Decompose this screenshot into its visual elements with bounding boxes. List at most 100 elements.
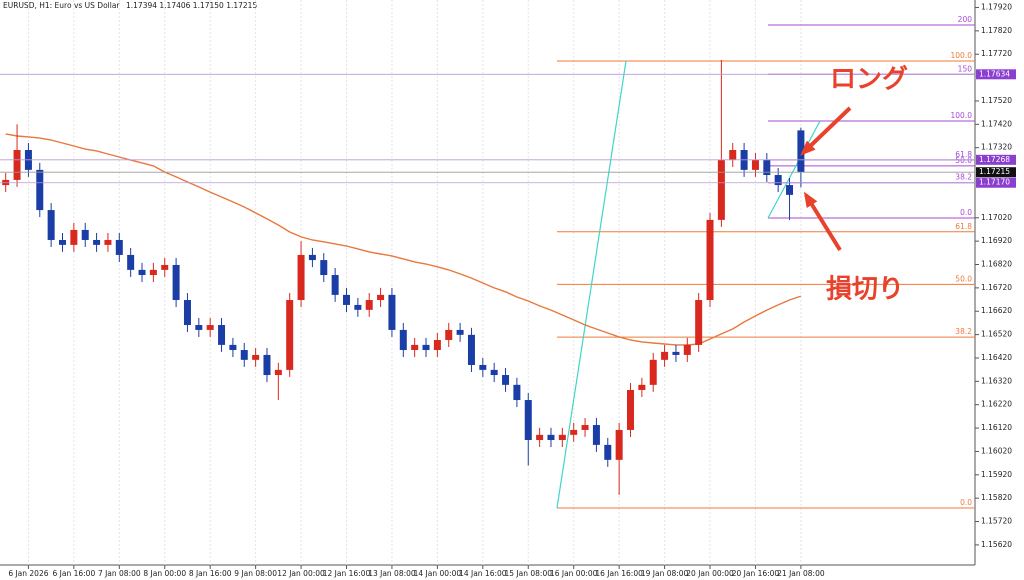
candle-body xyxy=(774,175,782,186)
x-tick-label: 7 Jan 08:00 xyxy=(98,569,141,578)
x-tick-label: 13 Jan 08:00 xyxy=(368,569,416,578)
candle-body xyxy=(331,275,339,295)
y-tick-label: 1.17720 xyxy=(981,49,1012,58)
fib-label: 38.2 xyxy=(955,173,972,182)
y-tick-label: 1.16720 xyxy=(981,283,1012,292)
price-marker-label: 1.17634 xyxy=(979,69,1010,78)
candle-body xyxy=(149,269,157,276)
candle-body xyxy=(59,239,66,245)
candle-body xyxy=(388,294,396,330)
candle-body xyxy=(365,300,373,310)
y-tick-label: 1.15620 xyxy=(981,540,1012,549)
y-tick-label: 1.16420 xyxy=(981,353,1012,362)
candle-body xyxy=(558,434,566,440)
x-tick-label: 16 Jan 00:00 xyxy=(550,569,598,578)
x-tick-label: 8 Jan 00:00 xyxy=(143,569,186,578)
header-prices: 1.17394 1.17406 1.17150 1.17215 xyxy=(126,1,257,10)
y-tick-label: 1.17520 xyxy=(981,96,1012,105)
candle-body xyxy=(524,400,532,440)
candle-body xyxy=(229,344,237,351)
fib-label: 61.8 xyxy=(955,222,972,231)
candle-body xyxy=(47,210,55,240)
y-tick-label: 1.17420 xyxy=(981,119,1012,128)
annotation-arrowhead xyxy=(803,191,818,208)
candle-body xyxy=(377,294,385,301)
x-tick-label: 12 Jan 00:00 xyxy=(277,569,325,578)
candle-body xyxy=(286,300,294,370)
candle-body xyxy=(70,229,78,245)
annotation: 損切り xyxy=(826,275,904,305)
candle-body xyxy=(445,329,453,340)
x-tick-label: 6 Jan 16:00 xyxy=(53,569,96,578)
price-marker-box xyxy=(976,69,1016,80)
y-tick-label: 1.16520 xyxy=(981,330,1012,339)
x-tick-label: 6 Jan 2026 xyxy=(8,569,48,578)
x-tick-label: 16 Jan 16:00 xyxy=(595,569,643,578)
candle-body xyxy=(615,429,623,460)
candle-body xyxy=(161,264,169,270)
candle-body xyxy=(138,269,146,276)
fib-label: 200 xyxy=(958,15,973,24)
candle-body xyxy=(411,344,419,351)
candle-body xyxy=(547,434,555,440)
y-tick-label: 1.16220 xyxy=(981,400,1012,409)
candle-body xyxy=(695,300,703,345)
candle-body xyxy=(751,160,759,170)
candle-body xyxy=(536,434,544,440)
x-tick-label: 12 Jan 16:00 xyxy=(323,569,371,578)
candle-body xyxy=(672,351,680,355)
candle-body xyxy=(513,384,521,401)
candle-body xyxy=(218,325,226,345)
y-tick-label: 1.16320 xyxy=(981,376,1012,385)
fib-trend xyxy=(556,60,627,509)
x-tick-label: 20 Jan 00:00 xyxy=(686,569,734,578)
candle-body xyxy=(183,300,191,326)
fib-trend xyxy=(767,120,821,219)
y-tick-label: 1.16620 xyxy=(981,306,1012,315)
fib-label: 50.0 xyxy=(955,156,972,165)
candle-body xyxy=(297,254,305,301)
annotation: ロング xyxy=(830,65,908,95)
candle-body xyxy=(763,160,771,176)
candle-body xyxy=(638,384,646,390)
x-tick-label: 8 Jan 16:00 xyxy=(189,569,232,578)
candle-body xyxy=(354,304,362,310)
candle-body xyxy=(399,329,407,351)
candle-body xyxy=(570,429,578,435)
candle-body xyxy=(604,444,612,460)
candle-body xyxy=(274,369,282,376)
x-tick-label: 9 Jan 08:00 xyxy=(234,569,277,578)
candle-body xyxy=(797,130,805,173)
candle-body xyxy=(467,334,475,365)
candle-body xyxy=(683,344,691,355)
candle-body xyxy=(490,369,498,376)
candle-body xyxy=(786,185,794,195)
x-tick-label: 15 Jan 08:00 xyxy=(505,569,553,578)
fib-label: 0.0 xyxy=(960,208,972,217)
price-marker-label: 1.17170 xyxy=(979,178,1010,187)
x-tick-label: 20 Jan 16:00 xyxy=(732,569,780,578)
fib-label: 100.0 xyxy=(951,51,973,60)
price-marker-label: 1.17215 xyxy=(979,167,1010,176)
candle-body xyxy=(36,169,44,211)
candle-body xyxy=(717,160,725,220)
candle-body xyxy=(13,150,21,180)
candle-body xyxy=(252,354,260,360)
candle-body xyxy=(115,239,123,255)
moving-average xyxy=(5,133,802,346)
fib-label: 50.0 xyxy=(955,274,972,283)
fib-label: 38.2 xyxy=(955,327,972,336)
candle-body xyxy=(706,219,714,301)
y-tick-label: 1.15720 xyxy=(981,517,1012,526)
candle-body xyxy=(93,239,101,245)
candle-body xyxy=(81,229,89,240)
candle-body xyxy=(343,294,350,305)
annotation-arrowhead xyxy=(800,140,816,156)
fib-label: 61.8 xyxy=(955,150,972,159)
candle-body xyxy=(649,359,657,385)
y-tick-label: 1.15820 xyxy=(981,493,1012,502)
fib-label: 150 xyxy=(958,64,973,73)
candle-body xyxy=(206,325,214,330)
